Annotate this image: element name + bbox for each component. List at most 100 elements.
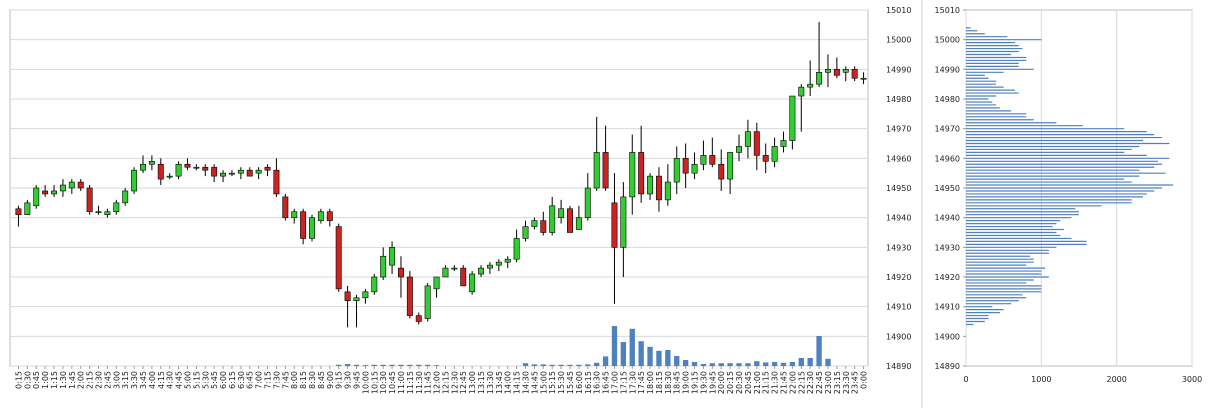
candle-body xyxy=(300,211,307,239)
main-y-tick-label: 15010 xyxy=(886,6,911,15)
x-tick-label: 8:45 xyxy=(317,371,326,389)
x-tick-label: 2:45 xyxy=(103,371,112,389)
x-tick-label: 5:30 xyxy=(201,371,210,389)
candle-body xyxy=(584,187,591,218)
x-tick-label: 9:15 xyxy=(335,371,344,389)
main-y-tick-label: 14980 xyxy=(886,95,911,104)
x-tick-label: 7:45 xyxy=(281,371,290,389)
candle-body xyxy=(59,184,66,192)
candle-body xyxy=(842,69,849,73)
histogram-y-tick-label: 14930 xyxy=(935,243,960,252)
x-tick-label: 3:45 xyxy=(139,371,148,389)
candle-body xyxy=(166,175,173,178)
candle-body xyxy=(353,297,360,302)
volume-bar xyxy=(736,363,742,366)
x-tick-label: 7:30 xyxy=(272,371,281,389)
histogram-y-tick-label: 14970 xyxy=(935,125,960,134)
volume-bar xyxy=(798,358,804,366)
x-tick-label: 7:00 xyxy=(255,371,264,389)
x-tick-label: 6:30 xyxy=(237,371,246,389)
candle-body xyxy=(237,169,244,174)
volume-bar xyxy=(745,363,751,366)
candle-body xyxy=(246,169,253,177)
candle-body xyxy=(406,276,413,316)
volume-bar xyxy=(362,365,369,366)
x-tick-label: 17:00 xyxy=(610,371,619,394)
candle-body xyxy=(211,166,218,177)
x-tick-label: 10:15 xyxy=(370,371,379,394)
main-y-tick-label: 14970 xyxy=(886,125,911,134)
candle-body xyxy=(148,161,155,165)
candle-body xyxy=(655,175,662,201)
x-tick-label: 5:00 xyxy=(183,371,192,389)
candle-body xyxy=(558,208,565,218)
candle-body xyxy=(460,267,467,287)
candle-body xyxy=(451,267,458,270)
candle-body xyxy=(291,211,298,218)
volume-bar xyxy=(576,364,582,366)
volume-bar xyxy=(709,363,715,366)
volume-bar xyxy=(763,362,769,366)
volume-bar xyxy=(656,350,662,366)
candle-body xyxy=(371,276,378,293)
candle-body xyxy=(424,285,431,319)
candle-body xyxy=(202,166,209,171)
x-tick-label: 23:30 xyxy=(842,371,851,394)
candle-body xyxy=(15,208,22,215)
volume-bar xyxy=(665,350,671,366)
volume-bar xyxy=(353,364,360,366)
x-tick-label: 6:00 xyxy=(219,371,228,389)
x-tick-label: 20:30 xyxy=(735,371,744,394)
volume-bar xyxy=(807,358,813,366)
x-tick-label: 19:00 xyxy=(682,371,691,394)
volume-bar xyxy=(718,363,724,366)
x-tick-label: 14:30 xyxy=(522,371,531,394)
volume-bar xyxy=(638,341,644,366)
candle-body xyxy=(122,190,129,204)
candle-body xyxy=(309,217,315,239)
x-tick-label: 12:30 xyxy=(450,371,459,394)
volume-bar xyxy=(700,364,707,366)
x-tick-label: 17:45 xyxy=(637,371,646,394)
candle-body xyxy=(664,181,671,201)
candle-body xyxy=(51,190,57,195)
volume-bar xyxy=(682,360,689,366)
volume-bar xyxy=(816,336,822,366)
candle-body xyxy=(780,140,787,147)
volume-bar xyxy=(620,342,627,366)
x-tick-label: 7:15 xyxy=(264,371,273,389)
candle-body xyxy=(140,163,146,171)
volume-bar xyxy=(398,364,404,366)
candle-body xyxy=(522,226,529,239)
candle-body xyxy=(540,220,547,233)
candle-body xyxy=(593,152,600,189)
x-tick-label: 15:45 xyxy=(566,371,575,394)
candle-body xyxy=(335,226,342,290)
x-tick-label: 18:30 xyxy=(664,371,673,394)
x-tick-label: 4:45 xyxy=(175,371,184,389)
x-tick-label: 6:45 xyxy=(246,371,255,389)
volume-bar xyxy=(540,364,546,366)
candle-body xyxy=(611,202,618,248)
x-tick-label: 17:30 xyxy=(628,371,637,394)
candle-body xyxy=(753,131,760,156)
candle-body xyxy=(647,175,654,195)
candle-body xyxy=(95,211,102,214)
volume-bar xyxy=(531,364,538,366)
candle-body xyxy=(851,69,858,79)
x-tick-label: 13:15 xyxy=(477,371,486,394)
candle-body xyxy=(531,220,538,227)
x-tick-label: 6:15 xyxy=(228,371,237,389)
candle-body xyxy=(131,169,138,192)
candle-body xyxy=(682,158,689,174)
histogram-x-tick-label: 1000 xyxy=(1031,375,1051,384)
candle-body xyxy=(789,95,796,141)
volume-bar xyxy=(674,356,680,366)
x-tick-label: 11:00 xyxy=(397,371,406,394)
candle-body xyxy=(433,276,440,290)
candle-body xyxy=(602,152,609,189)
candle-body xyxy=(486,264,493,269)
candle-body xyxy=(344,291,351,302)
candle-body xyxy=(833,69,840,76)
